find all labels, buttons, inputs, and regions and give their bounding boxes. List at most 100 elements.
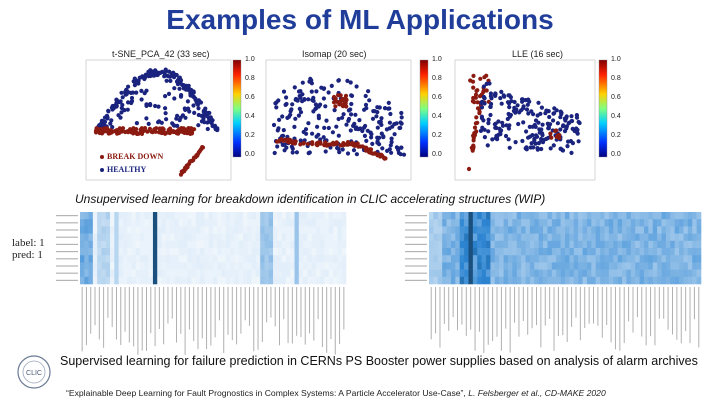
heatmap-cell <box>595 248 601 256</box>
heatmap-cell <box>529 219 535 227</box>
heatmap-cell <box>315 248 321 256</box>
scatter-point <box>474 129 479 134</box>
heatmap-cell <box>507 240 513 249</box>
heatmap-cell <box>182 212 188 220</box>
heatmap-cell <box>114 276 119 285</box>
scatter-point <box>471 143 476 148</box>
heatmap-cell <box>187 233 192 242</box>
heatmap-cell <box>692 226 697 234</box>
heatmap-cell <box>131 233 137 242</box>
heatmap-cell <box>195 233 201 242</box>
heatmap-cell <box>516 248 522 256</box>
heatmap-cell <box>84 255 89 263</box>
heatmap-cell <box>643 233 649 242</box>
heatmap-cell <box>622 255 627 263</box>
scatter-point <box>353 112 358 117</box>
heatmap-cell <box>604 226 610 234</box>
scatter-point <box>134 90 139 95</box>
heatmap-cell <box>217 276 222 285</box>
heatmap-column-label <box>107 287 109 318</box>
heatmap-cell <box>298 233 304 242</box>
colorbar-tick-label: 0.0 <box>245 151 255 158</box>
heatmap-cell <box>670 212 675 220</box>
scatter-point <box>399 145 404 150</box>
heatmap-cell <box>477 226 482 234</box>
heatmap-cell <box>341 219 347 227</box>
heatmap-column-label <box>304 287 306 345</box>
heatmap-cell <box>328 226 334 234</box>
heatmap-cell <box>551 255 557 263</box>
heatmap-cell <box>114 255 119 263</box>
scatter-point <box>281 89 287 94</box>
scatter-point <box>486 129 491 134</box>
heatmap-cell <box>122 233 128 242</box>
heatmap-column-label <box>334 287 336 355</box>
heatmap-cell <box>648 276 654 285</box>
heatmap-cell <box>683 233 689 242</box>
colorbar-tick-label: 0.8 <box>611 75 621 82</box>
heatmap-cell <box>551 219 557 227</box>
heatmap-cell <box>525 212 531 220</box>
heatmap-cell <box>630 262 636 270</box>
heatmap-column-label <box>610 287 612 343</box>
scatter-point <box>354 84 359 89</box>
scatter-point <box>362 107 367 112</box>
heatmap-cell <box>643 226 649 234</box>
scatter-point <box>530 133 535 138</box>
heatmap-cell <box>122 226 128 234</box>
scatter-point <box>377 105 382 110</box>
heatmap-cell <box>499 219 504 227</box>
scatter-point <box>498 96 503 101</box>
heatmap-cell <box>118 233 124 242</box>
heatmap-cell <box>290 233 295 242</box>
heatmap-cell <box>341 255 347 263</box>
heatmap-cell <box>152 255 158 263</box>
heatmap-cell <box>560 240 566 249</box>
heatmap-cell <box>512 248 518 256</box>
heatmap-cell <box>472 226 478 234</box>
scatter-point <box>381 135 386 140</box>
heatmap-cell <box>468 262 474 270</box>
heatmap-cell <box>101 262 107 270</box>
heatmap-cell <box>630 233 636 242</box>
heatmap-cell <box>277 276 282 285</box>
scatter-point <box>340 115 345 120</box>
scatter-point <box>345 78 350 83</box>
heatmap-cell <box>243 262 248 270</box>
heatmap-cell <box>617 276 623 285</box>
colorbar-tick-label: 0.4 <box>245 113 255 120</box>
heatmap-cell <box>643 276 649 285</box>
heatmap-cell <box>674 219 680 227</box>
heatmap-cell <box>490 262 496 270</box>
heatmap-cell <box>543 248 548 256</box>
heatmap-cell <box>170 276 175 285</box>
heatmap-cell <box>247 233 252 242</box>
heatmap-cell <box>591 262 597 270</box>
heatmap-cell <box>285 255 291 263</box>
heatmap-cell <box>437 233 443 242</box>
heatmap-cell <box>472 219 478 227</box>
heatmap-cell <box>692 276 697 285</box>
heatmap-cell <box>328 276 334 285</box>
scatter-point <box>529 109 534 114</box>
scatter-plot-lle <box>454 59 596 181</box>
heatmap-cell <box>446 233 452 242</box>
heatmap-cell <box>127 240 132 249</box>
heatmap-cell <box>486 255 491 263</box>
heatmap-cell <box>337 212 343 220</box>
heatmap-cell <box>613 233 618 242</box>
heatmap-cell <box>294 233 300 242</box>
heatmap-cell <box>481 255 487 263</box>
heatmap-cell <box>450 262 456 270</box>
heatmap-cell <box>315 212 321 220</box>
heatmap-cell <box>333 226 338 234</box>
scatter-point <box>334 124 339 129</box>
heatmap-column-label <box>240 287 242 334</box>
scatter-point <box>484 81 489 86</box>
scatter-point <box>468 78 473 83</box>
heatmap-cell <box>307 233 312 242</box>
heatmap-cell <box>692 212 697 220</box>
heatmap-cell <box>122 240 128 249</box>
scatter-point <box>188 91 193 96</box>
heatmap-cell <box>674 255 680 263</box>
